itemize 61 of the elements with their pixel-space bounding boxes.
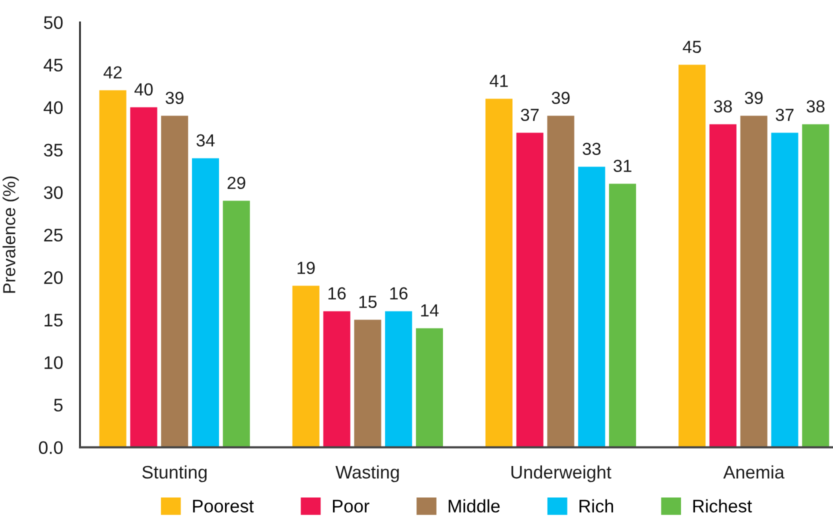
bar <box>323 311 350 448</box>
data-label: 37 <box>520 108 539 122</box>
data-label: 40 <box>134 83 153 96</box>
bar <box>547 116 574 448</box>
x-tick-label: Underweight <box>511 465 612 482</box>
x-tick-label: Stunting <box>142 465 207 482</box>
data-label: 37 <box>776 108 794 122</box>
data-label: 29 <box>228 176 246 190</box>
data-label: 19 <box>298 262 315 274</box>
bar <box>802 124 830 448</box>
bar <box>740 116 768 448</box>
bar <box>161 116 188 448</box>
bar <box>709 124 736 448</box>
bar <box>516 132 544 448</box>
y-tick-label: 0.0 <box>38 441 63 454</box>
bar <box>354 320 382 448</box>
x-tick-label: Wasting <box>335 465 399 482</box>
y-tick-label: 50 <box>44 16 63 30</box>
bar <box>292 286 320 448</box>
y-tick-label: 25 <box>44 228 63 242</box>
bar <box>385 311 412 448</box>
bar <box>578 166 606 448</box>
legend-label: Rich <box>580 499 614 513</box>
bar <box>678 64 706 448</box>
legend-label: Poor <box>332 500 370 513</box>
bar <box>99 90 126 448</box>
bar <box>222 200 250 448</box>
data-label: 16 <box>328 287 346 300</box>
x-tick-label: Anemia <box>723 465 784 479</box>
y-tick-label: 10 <box>44 356 63 370</box>
data-label: 33 <box>582 142 601 156</box>
data-label: 15 <box>359 296 377 308</box>
bar <box>130 107 158 448</box>
data-label: 34 <box>196 134 215 147</box>
legend-label: Middle <box>448 499 500 513</box>
data-label: 45 <box>682 40 701 54</box>
data-label: 39 <box>166 92 184 104</box>
data-label: 14 <box>421 304 439 316</box>
data-label: 41 <box>490 74 508 87</box>
bar <box>771 132 798 448</box>
y-tick-label: 40 <box>44 101 63 114</box>
y-tick-label: 15 <box>44 314 63 327</box>
bar <box>192 158 220 448</box>
y-tick-label: 5 <box>54 398 63 412</box>
y-tick-label: 35 <box>44 144 63 157</box>
data-label: 42 <box>104 66 122 78</box>
bar <box>485 98 512 448</box>
legend-label: Poorest <box>193 500 254 513</box>
y-tick-label: 30 <box>44 186 63 200</box>
bar <box>609 184 636 448</box>
data-label: 39 <box>552 92 570 104</box>
data-label: 16 <box>390 287 408 300</box>
y-tick-label: 20 <box>44 271 63 284</box>
bar <box>416 328 443 448</box>
legend-label: Richest <box>693 499 752 513</box>
data-label: 39 <box>744 92 763 104</box>
y-tick-label: 45 <box>44 58 63 72</box>
data-label: 31 <box>614 160 632 172</box>
data-label: 38 <box>806 100 825 113</box>
y-axis-title: Prevalence (%) <box>2 176 19 293</box>
data-label: 38 <box>714 100 732 113</box>
